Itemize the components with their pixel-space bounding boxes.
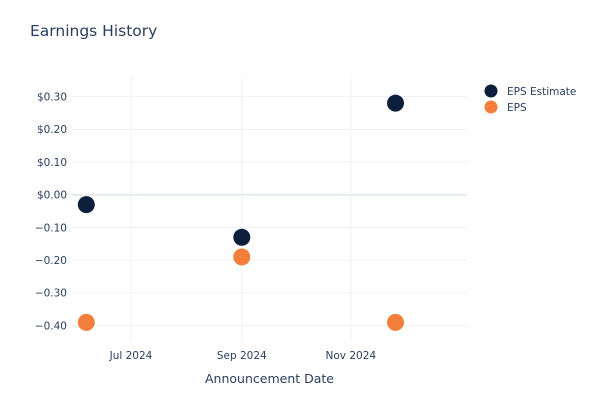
y-tick-label: −0.20	[35, 255, 67, 267]
y-tick-label: −0.10	[35, 222, 67, 234]
legend-label[interactable]: EPS Estimate	[507, 86, 576, 98]
x-axis-ticks: Jul 2024 Sep 2024 Nov 2024	[109, 350, 377, 362]
chart-title: Earnings History	[30, 22, 158, 40]
y-tick-label: $0.20	[37, 124, 67, 136]
y-tick-label: −0.40	[35, 320, 67, 332]
y-tick-label: $0.10	[37, 157, 67, 169]
data-point[interactable]	[77, 196, 95, 214]
x-tick-label: Jul 2024	[109, 350, 153, 362]
x-axis-title: Announcement Date	[205, 371, 334, 386]
y-tick-label: $0.00	[37, 190, 67, 202]
y-axis-ticks: $0.30 $0.20 $0.10 $0.00 −0.10 −0.20 −0.30 −0.40	[35, 91, 67, 332]
legend-marker[interactable]	[484, 84, 498, 98]
data-point[interactable]	[233, 228, 251, 246]
y-tick-label: −0.30	[35, 288, 67, 300]
data-point[interactable]	[77, 313, 95, 331]
x-tick-label: Sep 2024	[217, 350, 267, 362]
grid-lines	[72, 77, 467, 342]
data-point[interactable]	[387, 313, 405, 331]
x-tick-label: Nov 2024	[326, 350, 377, 362]
legend-label[interactable]: EPS	[507, 102, 527, 114]
legend[interactable]: EPS Estimate EPS	[484, 84, 577, 114]
legend-marker[interactable]	[484, 100, 498, 114]
data-point[interactable]	[387, 94, 405, 112]
data-point[interactable]	[233, 248, 251, 266]
y-tick-label: $0.30	[37, 91, 67, 103]
data-points	[77, 94, 405, 331]
